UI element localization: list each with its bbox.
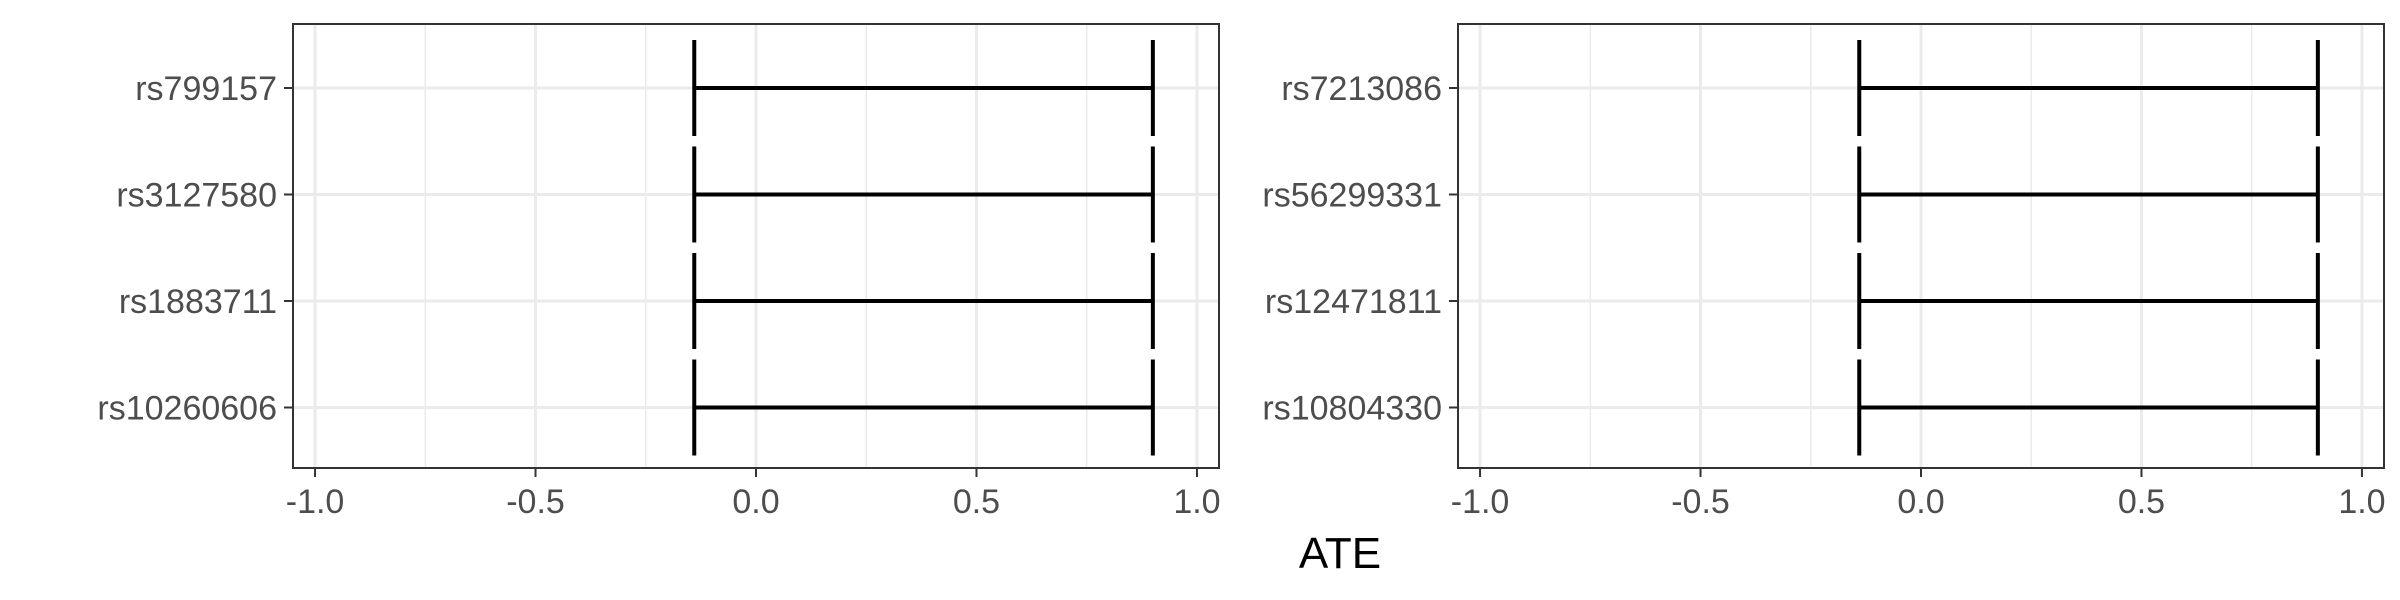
y-tick-label: rs1883711: [119, 283, 277, 321]
errorbar-rs10804330: [1857, 359, 2320, 456]
x-tick-label: -1.0: [1451, 483, 1510, 521]
errorbar-rs10260606: [692, 359, 1155, 456]
y-tick-label: rs12471811: [1265, 283, 1442, 321]
y-tick-label: rs10260606: [97, 390, 277, 428]
y-tick-label: rs7213086: [1281, 70, 1442, 108]
panel-2: rs7213086 rs56299331 rs12471811 rs10804330 -…: [1262, 23, 2386, 521]
y-tick-label: rs10804330: [1262, 390, 1442, 428]
errorbar-rs799157: [692, 40, 1155, 136]
errorbar-rs7213086: [1857, 40, 2320, 136]
errorbar-rs1883711: [692, 253, 1155, 349]
x-tick-label: 0.5: [953, 483, 1000, 521]
x-tick-label: -0.5: [1671, 483, 1730, 521]
errorbar-rs3127580: [692, 146, 1155, 243]
errorbar-rs56299331: [1857, 146, 2320, 243]
panel-1: rs799157 rs3127580 rs1883711 rs10260606 -1.0…: [97, 23, 1221, 521]
x-tick-label: 0.0: [1897, 483, 1944, 521]
errorbar-rs12471811: [1857, 253, 2320, 349]
x-tick-label: 0.0: [732, 483, 779, 521]
x-axis-title: ATE: [1299, 529, 1381, 578]
y-tick-label: rs56299331: [1262, 177, 1442, 215]
x-tick-label: 1.0: [2338, 483, 2385, 521]
x-tick-label: -0.5: [506, 483, 565, 521]
y-tick-label: rs3127580: [116, 177, 277, 215]
x-tick-label: 0.5: [2118, 483, 2165, 521]
x-tick-label: 1.0: [1173, 483, 1220, 521]
y-tick-label: rs799157: [135, 70, 277, 108]
x-tick-label: -1.0: [286, 483, 345, 521]
